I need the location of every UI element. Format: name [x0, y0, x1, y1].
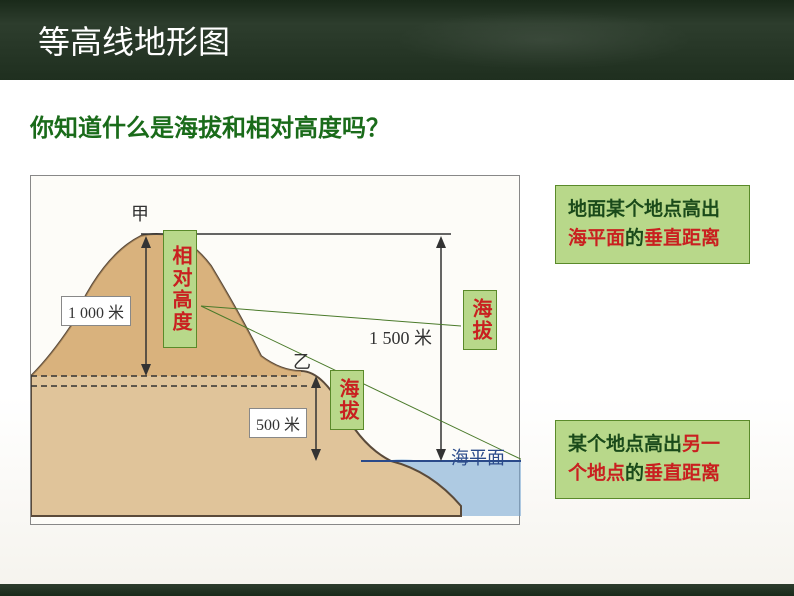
- question-text: 你知道什么是海拔和相对高度吗？: [30, 108, 794, 143]
- c2-p3: 的: [625, 463, 644, 484]
- c2-p4: 垂直距离: [644, 463, 720, 484]
- elevation-text-2: 海拔: [335, 378, 359, 422]
- relative-height-box: 相对高度: [163, 230, 197, 348]
- page-title: 等高线地形图: [38, 17, 230, 63]
- callout-elevation: 地面某个地点高出海平面的垂直距离: [555, 185, 750, 264]
- label-1000m: 1 000 米: [61, 296, 131, 326]
- c1-p2: 海平面: [568, 228, 625, 249]
- sea-level-label: 海平面: [451, 444, 505, 470]
- bottom-bar: [0, 584, 794, 596]
- title-bar: 等高线地形图: [0, 0, 794, 80]
- relative-height-text: 相对高度: [168, 245, 192, 333]
- elevation-box-1: 海拔: [463, 290, 497, 350]
- elevation-box-2: 海拔: [330, 370, 364, 430]
- c1-p1: 地面某个地点高出: [568, 199, 720, 220]
- c1-p3: 的: [625, 228, 644, 249]
- peak-b-label: 乙: [293, 348, 311, 374]
- elevation-text-1: 海拔: [468, 298, 492, 342]
- terrain-diagram: 甲 乙 1 000 米 500 米 1 500 米 海平面: [30, 175, 520, 525]
- content-area: 甲 乙 1 000 米 500 米 1 500 米 海平面 相对高度 海拔 海拔…: [30, 165, 770, 575]
- c1-p4: 垂直距离: [644, 228, 720, 249]
- c2-p1: 某个地点高出: [568, 434, 682, 455]
- callout-relative-height: 某个地点高出另一个地点的垂直距离: [555, 420, 750, 499]
- label-1500m: 1 500 米: [369, 324, 432, 350]
- mountain-svg: [31, 176, 521, 526]
- peak-a-label: 甲: [131, 200, 149, 226]
- label-500m: 500 米: [249, 408, 307, 438]
